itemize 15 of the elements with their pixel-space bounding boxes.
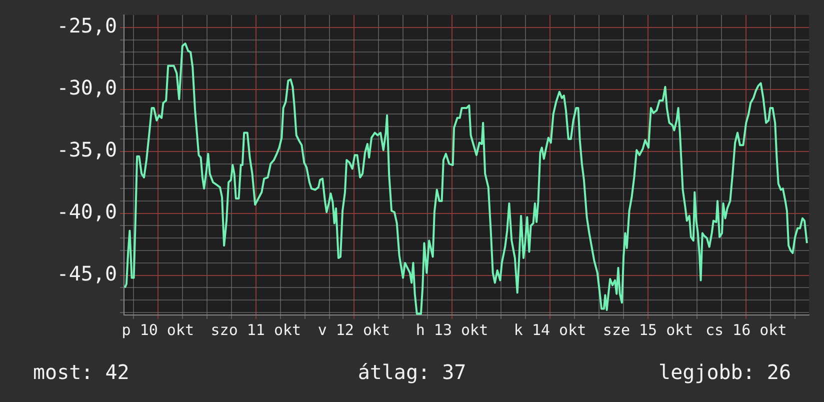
x-tick-label: sze 15 okt (602, 320, 694, 339)
y-tick-label: -45,0 (56, 262, 117, 286)
y-tick-label: -40,0 (56, 200, 117, 224)
x-tick-label: p 10 okt (122, 320, 194, 339)
y-tick-label: -25,0 (56, 14, 117, 38)
x-tick-label: cs 16 okt (705, 320, 787, 339)
text: átlag: 37 (358, 360, 466, 384)
y-tick-label: -30,0 (56, 76, 117, 100)
text: most: 42 (33, 360, 130, 384)
x-tick-label: szo 11 okt (210, 320, 302, 339)
x-tick-label: v 12 okt (318, 320, 390, 339)
y-tick-label: -35,0 (56, 138, 117, 162)
x-tick-label: h 13 okt (416, 320, 488, 339)
text: legjobb: 26 (658, 360, 791, 384)
x-tick-label: k 14 okt (514, 320, 586, 339)
